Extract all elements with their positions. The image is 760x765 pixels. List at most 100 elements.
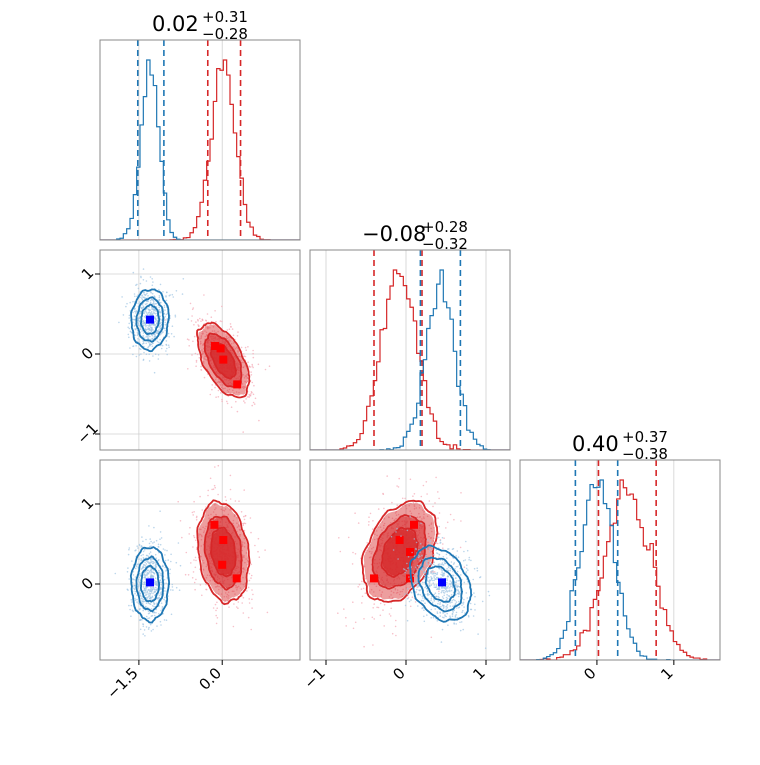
sample-point <box>425 553 427 556</box>
sample-point <box>146 302 148 305</box>
sample-point <box>214 583 216 585</box>
sample-point <box>205 506 207 508</box>
sample-point <box>395 510 397 513</box>
sample-point <box>430 636 433 639</box>
sample-point <box>453 623 456 625</box>
sample-point <box>152 542 154 544</box>
sample-point <box>409 515 412 518</box>
sample-point <box>137 602 140 605</box>
sample-point <box>443 572 445 574</box>
sample-point <box>430 608 433 611</box>
sample-point <box>153 526 155 529</box>
sample-point <box>205 319 207 322</box>
sample-point <box>438 586 441 589</box>
sample-point <box>160 624 162 626</box>
sample-point <box>247 361 249 364</box>
sample-point <box>192 340 194 343</box>
sample-point <box>170 560 172 563</box>
sample-point <box>213 330 216 332</box>
sample-point <box>433 600 436 602</box>
sample-point <box>143 351 145 354</box>
sample-point <box>455 593 457 596</box>
sample-point <box>433 575 435 577</box>
sample-point <box>417 556 420 558</box>
sample-point <box>397 513 400 516</box>
sample-point <box>144 635 146 637</box>
sample-point <box>395 517 397 520</box>
sample-point <box>465 592 468 594</box>
sample-point <box>144 606 147 608</box>
sample-point <box>228 606 230 608</box>
sample-point <box>200 528 202 531</box>
sample-point <box>250 371 252 373</box>
sample-point <box>147 576 149 579</box>
sample-point <box>218 588 220 591</box>
sample-point <box>158 308 161 311</box>
sample-point <box>152 302 155 304</box>
sample-point <box>410 512 413 515</box>
sample-point <box>432 563 435 566</box>
sample-point <box>246 590 248 592</box>
sample-point <box>242 387 245 390</box>
sample-point <box>142 320 145 322</box>
sample-point <box>420 589 422 591</box>
sample-point <box>392 597 394 599</box>
sample-point <box>148 525 150 527</box>
sample-point <box>395 531 397 533</box>
sample-point <box>455 577 457 580</box>
sample-point <box>184 573 187 576</box>
2d-panel-p1p2-content <box>310 460 510 660</box>
sample-point <box>443 561 446 563</box>
sample-point <box>193 335 196 338</box>
sample-point <box>452 598 455 601</box>
sample-point <box>466 597 469 599</box>
sample-point <box>134 576 137 578</box>
sample-point <box>233 515 236 517</box>
sample-point <box>165 295 167 297</box>
sample-point <box>142 324 145 327</box>
sample-point <box>142 609 144 612</box>
sample-point <box>439 611 441 614</box>
sample-point <box>252 401 255 404</box>
sample-point <box>446 581 448 584</box>
sample-point <box>215 507 217 509</box>
sample-point <box>215 586 218 588</box>
sample-point <box>415 572 418 575</box>
sample-point <box>361 595 364 598</box>
sample-point <box>199 495 201 498</box>
sample-point <box>145 563 148 565</box>
sample-point <box>201 330 204 333</box>
sample-point <box>428 524 431 527</box>
sample-point <box>389 615 392 617</box>
sample-point <box>240 511 243 513</box>
sample-point <box>438 533 441 535</box>
sample-point <box>427 573 430 576</box>
sample-point <box>144 324 147 327</box>
sample-point <box>149 343 151 346</box>
sample-point <box>127 333 130 336</box>
sample-point <box>199 584 202 586</box>
sample-point <box>147 331 149 333</box>
sample-point <box>217 330 219 333</box>
sample-point <box>252 366 254 369</box>
sample-point <box>441 587 443 590</box>
sample-point <box>163 306 166 309</box>
sample-point <box>245 552 248 554</box>
hist-panel-0-content <box>100 40 300 240</box>
sample-point <box>149 538 151 540</box>
sample-point <box>165 619 168 621</box>
sample-point <box>126 571 129 573</box>
sample-point <box>165 340 168 342</box>
sample-point <box>251 381 254 384</box>
sample-point <box>169 294 171 296</box>
sample-point <box>449 616 452 619</box>
sample-point <box>446 557 448 559</box>
sample-point <box>390 590 393 592</box>
sample-point <box>445 596 448 599</box>
sample-point <box>251 363 253 366</box>
sample-point <box>165 582 167 585</box>
sample-point <box>244 365 246 367</box>
sample-point <box>226 593 229 596</box>
sample-point <box>438 536 440 539</box>
sample-point <box>220 384 222 386</box>
